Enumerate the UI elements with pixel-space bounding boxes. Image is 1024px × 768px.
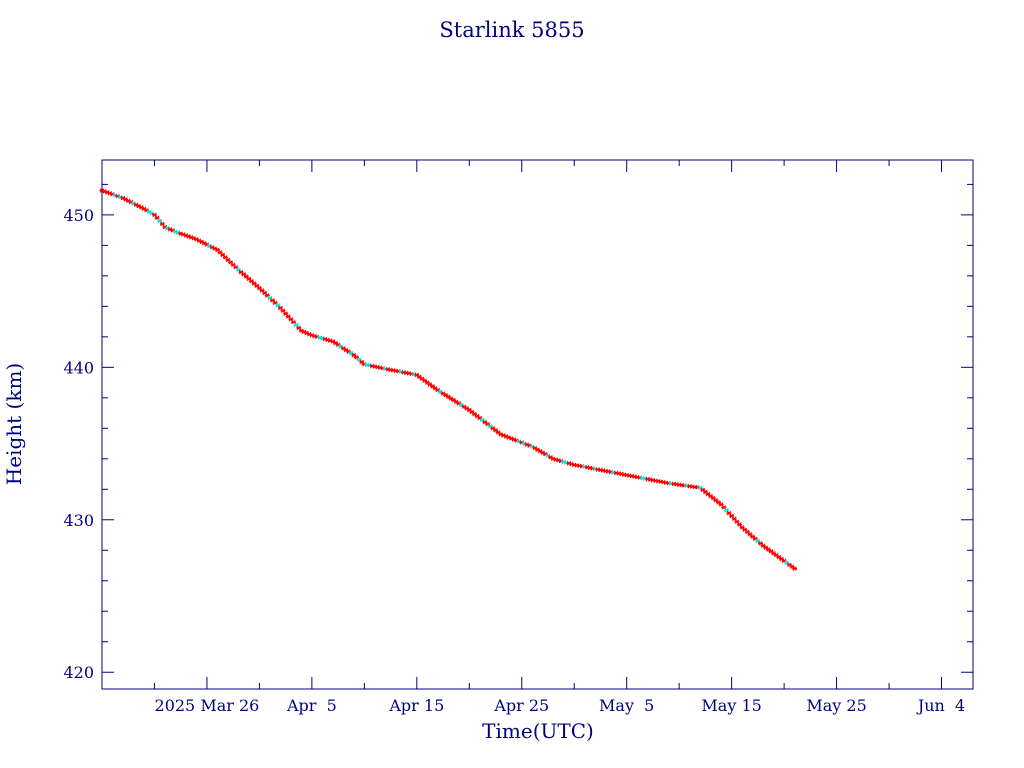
y-tick-label: 430 xyxy=(63,511,94,530)
data-point xyxy=(792,566,798,571)
x-tick-label: 2025 Mar 26 xyxy=(155,696,260,715)
y-axis-label: Height (km) xyxy=(2,363,26,485)
x-tick-label: May 5 xyxy=(599,696,654,715)
x-tick-label: Apr 25 xyxy=(493,696,549,715)
major-ticks xyxy=(102,160,973,689)
x-tick-label: May 15 xyxy=(701,696,761,715)
chart-title: Starlink 5855 xyxy=(439,18,584,42)
data-point xyxy=(157,218,163,224)
data-point xyxy=(154,215,160,221)
y-tick-labels: 420 430 440 450 xyxy=(63,206,94,682)
data-point xyxy=(159,221,165,227)
x-tick-label: May 25 xyxy=(806,696,866,715)
x-tick-label: Apr 15 xyxy=(388,696,444,715)
series-line xyxy=(101,190,795,570)
x-tick-label: Jun 4 xyxy=(916,696,965,715)
x-tick-labels: 2025 Mar 26 Apr 5 Apr 15 Apr 25 May 5 May 15 M… xyxy=(155,696,966,715)
y-tick-label: 420 xyxy=(63,663,94,682)
y-tick-label: 440 xyxy=(63,358,94,377)
y-tick-label: 450 xyxy=(63,206,94,225)
x-axis-label: Time(UTC) xyxy=(482,719,594,743)
minor-ticks xyxy=(102,160,973,689)
x-tick-label: Apr 5 xyxy=(286,696,337,715)
plot-frame xyxy=(101,159,974,690)
data-point xyxy=(152,212,157,218)
series-layer xyxy=(99,188,798,571)
